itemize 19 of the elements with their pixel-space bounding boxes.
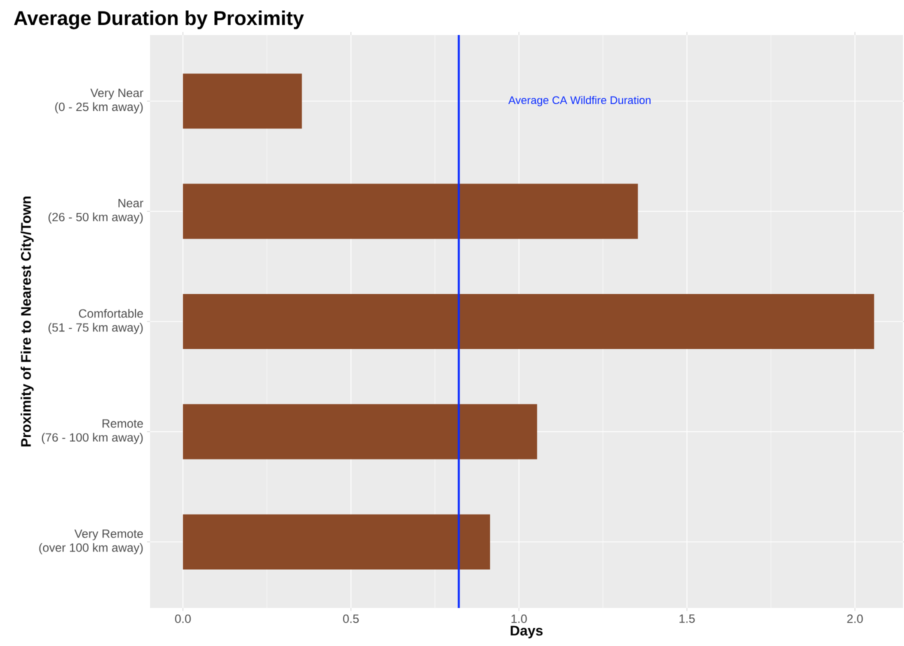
- bar: [182, 404, 538, 460]
- bar: [182, 184, 638, 239]
- y-tick-label: Very Near (0 - 25 km away): [55, 88, 144, 114]
- y-tick-label: Very Remote (over 100 km away): [39, 530, 143, 554]
- x-tick-label: 1.0: [512, 614, 527, 623]
- x-tick-label: 0.5: [343, 614, 359, 623]
- ref-line-label: Average CA Wildfire Duration: [508, 96, 651, 106]
- x-tick-label: 2.0: [847, 614, 863, 623]
- bar: [182, 294, 874, 350]
- chart-title: Average Duration by Proximity: [14, 10, 304, 30]
- y-axis-title: Proximity of Fire to Nearest City/Town: [20, 196, 34, 446]
- y-tick-label: Near (26 - 50 km away): [48, 198, 144, 224]
- x-axis-title: Days: [510, 626, 543, 638]
- bar: [182, 74, 302, 129]
- y-tick-label: Remote (76 - 100 km away): [42, 419, 143, 444]
- y-tick-label: Comfortable (51 - 75 km away): [48, 308, 143, 334]
- x-tick-label: 1.5: [680, 614, 695, 623]
- bar: [182, 514, 490, 570]
- x-tick-label: 0.0: [175, 614, 191, 623]
